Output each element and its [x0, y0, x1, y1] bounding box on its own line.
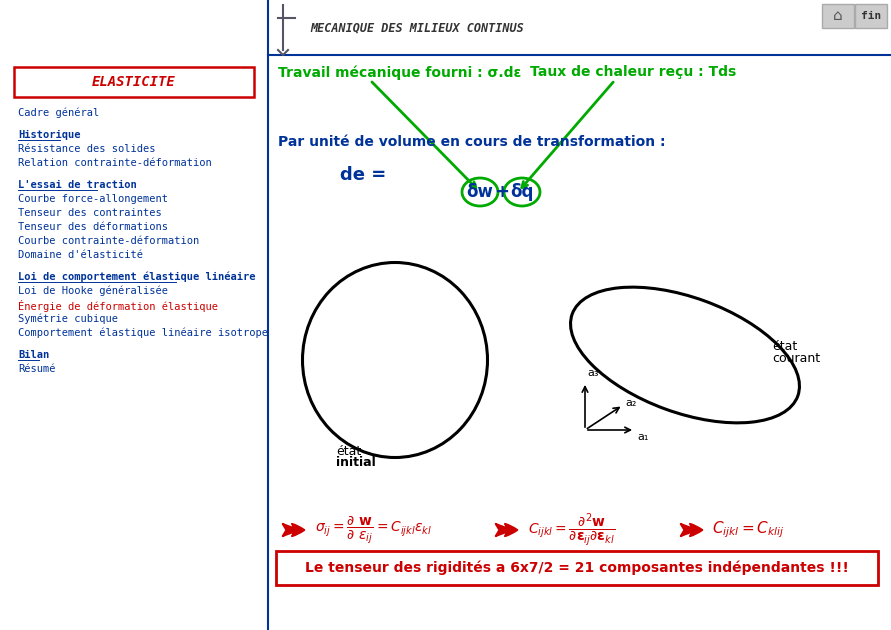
- Text: fin: fin: [861, 11, 881, 21]
- Text: δw: δw: [467, 183, 494, 201]
- Text: a₃: a₃: [587, 368, 599, 378]
- Text: Relation contrainte-déformation: Relation contrainte-déformation: [18, 158, 212, 168]
- Text: ⌂: ⌂: [833, 8, 843, 23]
- Text: Tenseur des contraintes: Tenseur des contraintes: [18, 208, 162, 218]
- Text: Historique: Historique: [18, 130, 80, 140]
- Text: Par unité de volume en cours de transformation :: Par unité de volume en cours de transfor…: [278, 135, 666, 149]
- FancyBboxPatch shape: [276, 551, 878, 585]
- Text: Résumé: Résumé: [18, 364, 55, 374]
- Text: Loi de comportement élastique linéaire: Loi de comportement élastique linéaire: [18, 272, 256, 282]
- Text: MECANIQUE DES MILIEUX CONTINUS: MECANIQUE DES MILIEUX CONTINUS: [310, 21, 524, 35]
- Text: $\sigma_{ij} = \dfrac{\partial\ \mathbf{w}}{\partial\ \varepsilon_{ij}}= C_{ijkl: $\sigma_{ij} = \dfrac{\partial\ \mathbf{…: [315, 513, 432, 546]
- Text: Taux de chaleur reçu : Tds: Taux de chaleur reçu : Tds: [530, 65, 736, 79]
- Text: Travail mécanique fourni : σ.dε: Travail mécanique fourni : σ.dε: [278, 65, 521, 79]
- Text: de =: de =: [340, 166, 393, 184]
- Text: Cadre général: Cadre général: [18, 108, 99, 118]
- Text: état: état: [336, 445, 361, 458]
- Text: Symétrie cubique: Symétrie cubique: [18, 314, 118, 324]
- Text: Bilan: Bilan: [18, 350, 49, 360]
- FancyBboxPatch shape: [855, 4, 887, 28]
- Text: a₁: a₁: [637, 432, 649, 442]
- Text: a₂: a₂: [625, 398, 636, 408]
- Text: ELASTICITE: ELASTICITE: [92, 75, 176, 89]
- Text: Résistance des solides: Résistance des solides: [18, 144, 156, 154]
- Text: +: +: [495, 183, 510, 201]
- Text: Loi de Hooke généralisée: Loi de Hooke généralisée: [18, 286, 168, 297]
- Text: Courbe force-allongement: Courbe force-allongement: [18, 194, 168, 204]
- FancyBboxPatch shape: [822, 4, 854, 28]
- Text: L'essai de traction: L'essai de traction: [18, 180, 136, 190]
- Text: Domaine d'élasticité: Domaine d'élasticité: [18, 250, 143, 260]
- Text: courant: courant: [772, 352, 820, 365]
- Text: Énergie de déformation élastique: Énergie de déformation élastique: [18, 300, 218, 312]
- Text: $C_{ijkl} = C_{klij}$: $C_{ijkl} = C_{klij}$: [712, 520, 785, 541]
- Text: Courbe contrainte-déformation: Courbe contrainte-déformation: [18, 236, 200, 246]
- Text: initial: initial: [336, 456, 376, 469]
- Text: état: état: [772, 340, 797, 353]
- Text: $C_{ijkl} = \dfrac{\partial^2 \mathbf{w}}{\partial\boldsymbol{\varepsilon}_{ij}\: $C_{ijkl} = \dfrac{\partial^2 \mathbf{w}…: [528, 512, 616, 549]
- FancyBboxPatch shape: [14, 67, 254, 97]
- Text: δq: δq: [511, 183, 534, 201]
- Text: Tenseur des déformations: Tenseur des déformations: [18, 222, 168, 232]
- Text: Le tenseur des rigidités a 6x7/2 = 21 composantes indépendantes !!!: Le tenseur des rigidités a 6x7/2 = 21 co…: [305, 561, 849, 575]
- Text: Comportement élastique linéaire isotrope: Comportement élastique linéaire isotrope: [18, 328, 268, 338]
